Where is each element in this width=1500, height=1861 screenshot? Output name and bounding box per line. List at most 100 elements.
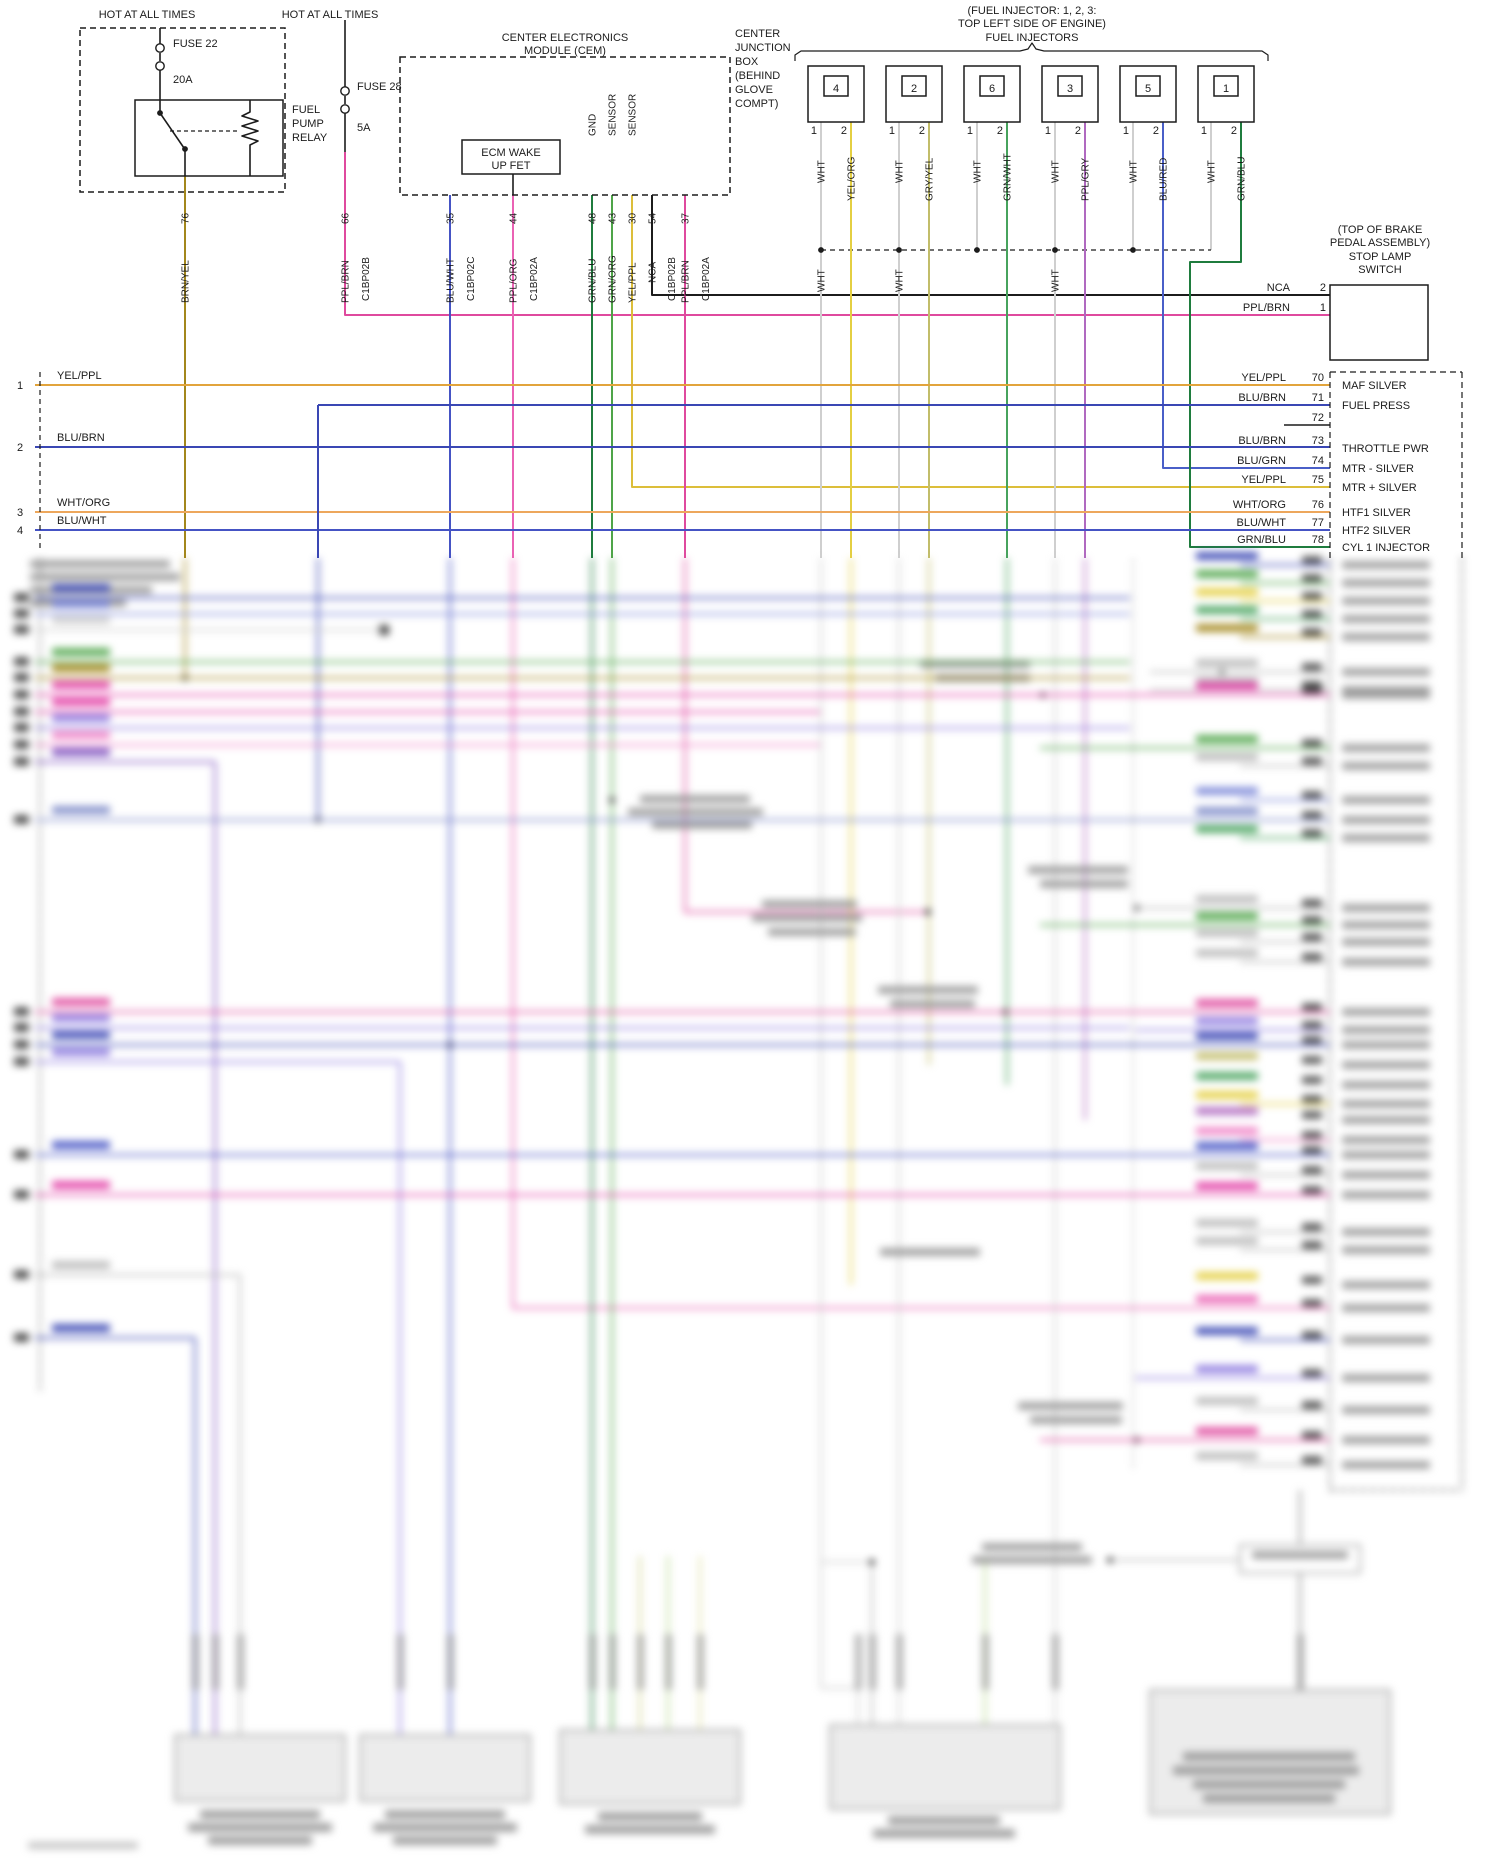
blur-pcm-pin-blob-34 <box>1302 1401 1322 1409</box>
blur-pcm-code-blob-29 <box>1196 1237 1258 1245</box>
cem-title-1: CENTER ELECTRONICS <box>502 32 629 44</box>
sharp-label-115: HTF1 SILVER <box>1342 507 1411 519</box>
sharp-label-71: YEL/PPL <box>628 262 639 303</box>
blur-text-blob-8 <box>628 808 763 816</box>
blur-left-row-pin-blob-11 <box>14 1007 29 1016</box>
blur-pcm-pin-blob-12 <box>1302 829 1322 837</box>
blur-pcm-pin-blob-5 <box>1302 663 1322 671</box>
blur-text-blob-13 <box>1028 866 1128 874</box>
sharp-fuse-terminal-3 <box>340 104 350 114</box>
sharp-label-108: 74 <box>1312 455 1324 467</box>
blur-pcm-name-blob-25 <box>1342 1151 1430 1159</box>
blur-pcm-code-blob-23 <box>1196 1107 1258 1115</box>
blur-left-row-code-blob-7 <box>52 714 110 722</box>
blur-component-pin-label-blob-9 <box>697 1634 704 1690</box>
sharp-label-111: 75 <box>1312 474 1324 486</box>
component-box-4 <box>829 1724 1061 1810</box>
sharp-label-120: 78 <box>1312 534 1324 546</box>
hot-at-all-times-2: HOT AT ALL TIMES <box>282 9 379 21</box>
sharp-label-102: FUEL PRESS <box>1342 400 1410 412</box>
sharp-label-119: GRN/BLU <box>1237 534 1286 546</box>
component-box-3 <box>559 1729 741 1805</box>
sharp-label-59: C1BP02B <box>361 257 372 301</box>
sharp-label-75: 37 <box>681 212 692 224</box>
blur-pcm-name-blob-24 <box>1342 1136 1430 1144</box>
sharp-label-43: WHT <box>817 160 828 183</box>
sharp-label-39: 1 <box>1123 125 1129 137</box>
sharp-fuse-terminal-0 <box>155 43 165 53</box>
blur-text-blob-36 <box>1203 1794 1335 1803</box>
sharp-label-40: 2 <box>1153 125 1159 137</box>
blur-pcm-name-blob-0 <box>1342 561 1430 569</box>
cem-box <box>399 56 731 196</box>
injectors-note-2: TOP LEFT SIDE OF ENGINE) <box>958 18 1106 30</box>
sharp-junction-dot-4 <box>974 247 980 253</box>
sharp-label-87: PPL/BRN <box>1243 302 1290 314</box>
sharp-label-107: BLU/GRN <box>1237 455 1286 467</box>
sharp-label-94: 3 <box>17 507 23 519</box>
cjb-label-6: COMPT) <box>735 98 778 110</box>
blur-text-blob-23 <box>200 1810 320 1819</box>
sharp-label-60: 35 <box>446 212 457 224</box>
blur-left-row-code-blob-10 <box>52 806 110 814</box>
blur-text-blob-15 <box>878 986 978 994</box>
blur-pcm-code-blob-25 <box>1196 1142 1258 1150</box>
sharp-label-90: 1 <box>17 380 23 392</box>
blur-pcm-code-blob-18 <box>1196 1017 1258 1025</box>
blur-pcm-pin-blob-4 <box>1302 628 1322 636</box>
blur-component-pin-label-blob-7 <box>637 1634 644 1690</box>
sharp-label-48: GRN/WHT <box>1003 153 1014 201</box>
sharp-label-103: 72 <box>1312 412 1324 424</box>
blur-left-row-pin-blob-17 <box>14 1270 29 1279</box>
blur-pcm-pin-blob-20 <box>1302 1056 1322 1064</box>
stoplamp-note-1: (TOP OF BRAKE <box>1338 224 1423 236</box>
sharp-junction-dot-2 <box>818 247 824 253</box>
blur-pcm-name-blob-19 <box>1342 1041 1430 1049</box>
wire-nca-54-to-stoplamp <box>651 195 1330 296</box>
cem-pin-sensor-1: SENSOR <box>608 94 619 136</box>
sharp-label-51: WHT <box>1129 160 1140 183</box>
sharp-label-95: BLU/WHT <box>57 515 107 527</box>
sharp-label-47: WHT <box>973 160 984 183</box>
blur-left-row-pin-blob-4 <box>14 673 29 682</box>
sharp-label-55: 76 <box>181 212 192 224</box>
sharp-junction-dot-6 <box>1130 247 1136 253</box>
blur-pcm-code-blob-16 <box>1196 949 1258 957</box>
blur-component-pin-label-blob-12 <box>896 1634 903 1690</box>
sharp-label-70: 30 <box>628 212 639 224</box>
blur-text-blob-28 <box>393 1836 497 1845</box>
blur-left-row-pin-blob-16 <box>14 1190 29 1199</box>
blur-text-blob-32 <box>873 1829 1015 1838</box>
blur-pcm-pin-blob-0 <box>1302 556 1322 564</box>
blur-left-row-code-blob-6 <box>52 698 110 706</box>
sharp-label-85: NCA <box>1267 282 1291 294</box>
sharp-label-104: BLU/BRN <box>1238 435 1286 447</box>
injector-3-number: 3 <box>1067 83 1073 95</box>
wire-yelppl-30-to-row75 <box>631 195 1330 488</box>
blur-component-pin-label-blob-13 <box>982 1634 989 1690</box>
blur-left-row-pin-blob-14 <box>14 1057 29 1066</box>
injector-3-box <box>1041 65 1099 123</box>
blur-pcm-code-blob-3 <box>1196 606 1258 614</box>
wire-blured-inj5-to-row74 <box>1162 122 1330 469</box>
pplbrn-cont <box>684 558 928 913</box>
blur-left-row-code-blob-1 <box>52 600 110 608</box>
blur-text-blob-11 <box>752 914 862 922</box>
injector-2-inner-box <box>901 75 927 97</box>
blur-left-row-code-blob-4 <box>52 664 110 672</box>
sharp-label-66: 48 <box>588 212 599 224</box>
sharp-label-45: WHT <box>895 160 906 183</box>
blur-left-row-pin-blob-0 <box>14 593 29 602</box>
pplorg-cont <box>512 558 1330 1309</box>
injector-1-number: 1 <box>1223 83 1229 95</box>
fuel-pump-relay-box <box>134 99 284 177</box>
blur-pcm-name-blob-34 <box>1342 1406 1430 1414</box>
stop-lamp-switch-box <box>1329 284 1429 361</box>
blur-text-blob-30 <box>585 1825 715 1834</box>
blur-component-pin-label-blob-2 <box>237 1634 244 1690</box>
relay-label-3: RELAY <box>292 132 328 144</box>
sharp-label-118: HTF2 SILVER <box>1342 525 1411 537</box>
blur-pcm-code-blob-19 <box>1196 1032 1258 1040</box>
blur-text-blob-17 <box>1018 1402 1123 1410</box>
